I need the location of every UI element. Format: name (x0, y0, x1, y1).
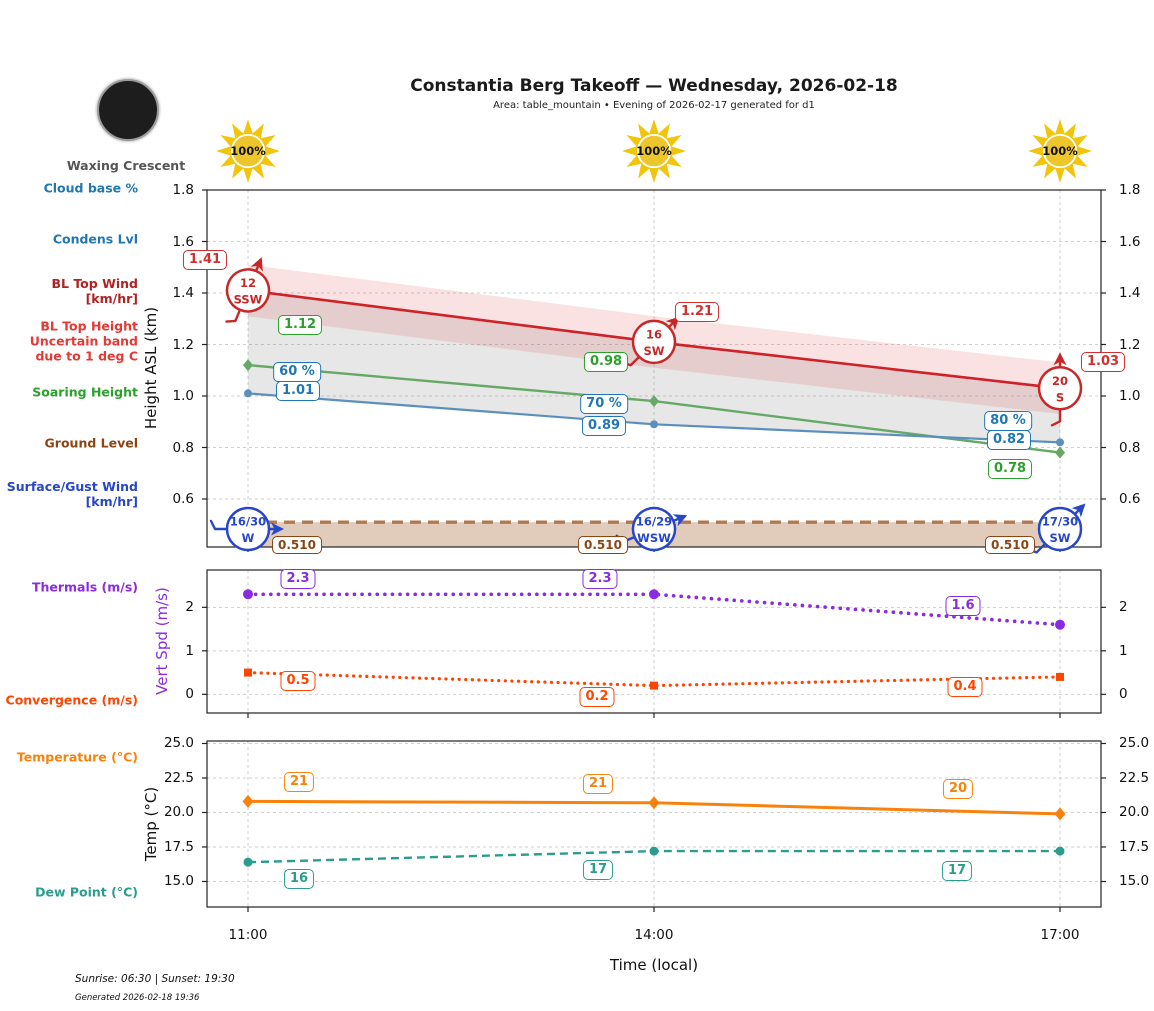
condens-lvl-km-value-label: 0.82 (986, 430, 1032, 450)
x-axis-label: Time (local) (609, 956, 699, 974)
ground-level-km-value-label: 0.510 (578, 536, 628, 554)
thermals-m-s-value-label: 2.3 (280, 569, 316, 589)
bl-top-height-km-value-label: 1.41 (182, 250, 228, 270)
y-tick-label: 22.5 (1119, 769, 1150, 786)
y-tick-label: 20.0 (163, 804, 194, 821)
dew-point-c-value-label: 16 (283, 869, 315, 889)
y-tick-label: 0.6 (172, 491, 194, 507)
page-subtitle: Area: table_mountain • Evening of 2026-0… (493, 100, 815, 111)
condens-lvl-km-value-label: 1.01 (275, 381, 321, 401)
sun-icon: 100% (212, 115, 284, 187)
y-tick-label: 2 (1119, 599, 1128, 616)
y-tick-label: 22.5 (163, 769, 194, 786)
moon-phase-label: Waxing Crescent (66, 158, 186, 173)
temperature-c-value-label: 20 (942, 779, 974, 799)
thermals-m-s-value-label: 2.3 (582, 569, 618, 589)
convergence-m-s-value-label: 0.5 (280, 671, 316, 691)
y-tick-label: 1 (185, 642, 194, 659)
convergence-m-s-value-label: 0.2 (579, 687, 615, 707)
legend-bl-top-wind: BL Top Wind [km/hr] (51, 276, 138, 306)
x-tick-label: 11:00 (228, 927, 268, 943)
page-title: Constantia Berg Takeoff — Wednesday, 202… (410, 76, 898, 96)
soaring-height-km-value-label: 0.78 (987, 459, 1033, 479)
sun-percent-label: 100% (230, 144, 266, 158)
x-tick-label: 14:00 (634, 927, 674, 943)
y-tick-label: 0.8 (172, 439, 194, 456)
y-tick-label: 20.0 (1119, 804, 1150, 821)
y-tick-label: 1.8 (172, 182, 194, 198)
y-tick-label: 1.2 (172, 336, 194, 353)
y-tick-label: 1.6 (1119, 233, 1141, 250)
svg-text:SW: SW (1050, 531, 1071, 545)
convergence-m-s-value-label: 0.4 (947, 677, 983, 697)
dew-point-c-value-label: 17 (941, 861, 973, 881)
ground-level-km-value-label: 0.510 (985, 536, 1035, 554)
y-tick-label: 1.8 (1119, 182, 1141, 198)
legend-temperature-c: Temperature (°C) (16, 749, 138, 765)
y-tick-label: 1.6 (172, 233, 194, 250)
legend-condens-lvl: Condens Lvl (52, 231, 138, 247)
temperature-c-value-label: 21 (283, 772, 315, 792)
svg-text:WSW: WSW (637, 531, 671, 545)
thermals-m-s-value-label: 1.6 (945, 596, 981, 616)
y-tick-label: 1.0 (1119, 388, 1141, 404)
svg-text:16/30: 16/30 (230, 515, 266, 529)
ground-level-km-value-label: 0.510 (272, 536, 322, 554)
y-tick-label: 25.0 (1119, 735, 1150, 752)
y-axis-label-height: Height ASL (km) (142, 306, 160, 430)
y-tick-label: 17.5 (163, 838, 194, 855)
sun-icon: 100% (1024, 115, 1096, 187)
y-tick-label: 2 (185, 599, 194, 616)
legend-ground-level: Ground Level (44, 435, 138, 451)
svg-text:S: S (1056, 390, 1064, 404)
legend-surface-gust-wind: Surface/Gust Wind [km/hr] (6, 479, 138, 509)
generated-note: Generated 2026-02-18 19:36 (75, 993, 200, 1003)
y-tick-label: 15.0 (163, 873, 194, 890)
svg-text:16: 16 (646, 327, 662, 341)
sunrise-sunset-note: Sunrise: 06:30 | Sunset: 19:30 (75, 973, 235, 985)
y-tick-label: 1.0 (172, 388, 194, 404)
y-tick-label: 0.8 (1119, 439, 1141, 456)
sun-percent-label: 100% (636, 144, 672, 158)
svg-text:SSW: SSW (234, 292, 263, 306)
sun-icon: 100% (618, 115, 690, 187)
y-tick-label: 1 (1119, 642, 1128, 659)
legend-bl-top-height: BL Top Height Uncertain band due to 1 de… (29, 318, 138, 364)
cloud-base-value-label: 80 % (984, 411, 1032, 431)
dew-point-c-value-label: 17 (582, 860, 614, 880)
legend-dew-point-c: Dew Point (°C) (35, 884, 138, 900)
y-tick-label: 1.4 (1119, 285, 1141, 301)
sun-percent-label: 100% (1042, 144, 1078, 158)
legend-thermals-m-s: Thermals (m/s) (31, 579, 138, 595)
y-tick-label: 0.6 (1119, 491, 1141, 507)
cloud-base-value-label: 70 % (580, 394, 628, 414)
legend-soaring-height: Soaring Height (32, 384, 138, 400)
y-tick-label: 17.5 (1119, 838, 1150, 855)
bl-top-height-km-value-label: 1.03 (1080, 352, 1126, 372)
condens-lvl-km-value-label: 0.89 (581, 416, 627, 436)
legend-convergence-m-s: Convergence (m/s) (5, 692, 138, 708)
y-tick-label: 15.0 (1119, 873, 1150, 890)
x-tick-label: 17:00 (1040, 927, 1080, 943)
soaring-height-km-value-label: 1.12 (277, 315, 323, 335)
svg-text:20: 20 (1052, 374, 1068, 388)
y-tick-label: 1.2 (1119, 336, 1141, 353)
bl-top-height-km-value-label: 1.21 (674, 302, 720, 322)
svg-text:16/29: 16/29 (636, 515, 672, 529)
y-tick-label: 0 (1119, 686, 1128, 703)
svg-text:W: W (242, 531, 255, 545)
moon-phase-icon (97, 79, 159, 141)
y-tick-label: 25.0 (163, 735, 194, 752)
cloud-base-value-label: 60 % (273, 362, 321, 382)
legend-cloud-base: Cloud base % (43, 180, 138, 196)
svg-text:SW: SW (644, 344, 665, 358)
y-tick-label: 1.4 (172, 285, 194, 301)
y-tick-label: 0 (185, 686, 194, 703)
svg-text:12: 12 (240, 276, 256, 290)
temperature-c-value-label: 21 (582, 774, 614, 794)
svg-text:17/30: 17/30 (1042, 515, 1078, 529)
soaring-height-km-value-label: 0.98 (583, 352, 629, 372)
